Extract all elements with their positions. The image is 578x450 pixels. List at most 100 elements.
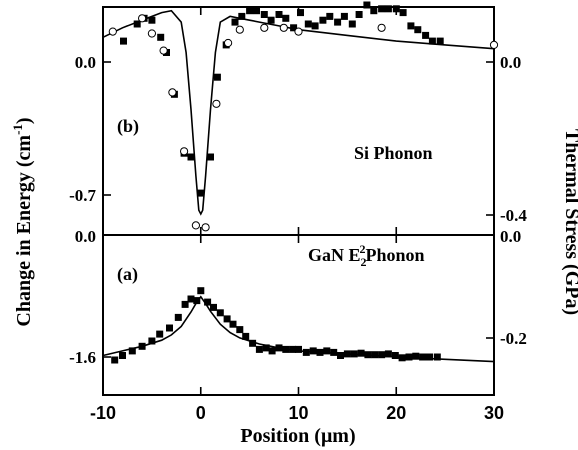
data-point-square: [426, 353, 433, 361]
data-point-circle: [147, 29, 156, 38]
data-point-square: [197, 189, 205, 197]
data-point-square: [253, 7, 260, 15]
panel-a-right-tick-0: 0.0: [500, 227, 521, 246]
data-point-square: [210, 303, 217, 311]
data-point-square: [187, 153, 195, 161]
data-point-square: [133, 20, 141, 28]
data-point-square: [231, 18, 239, 26]
data-point-square: [148, 337, 156, 345]
data-point-square: [309, 347, 317, 355]
data-point-square: [350, 350, 358, 358]
data-point-square: [236, 326, 244, 334]
data-point-square: [370, 7, 378, 15]
panel-b-right-ticks: 0.0 -0.4: [486, 53, 527, 225]
data-point-square: [204, 298, 212, 306]
data-point-square: [363, 1, 371, 9]
panel-b-right-tick-0: 0.0: [500, 53, 521, 72]
data-point-square: [275, 344, 283, 352]
data-point-square: [436, 37, 444, 45]
data-point-circle: [108, 27, 117, 36]
data-point-square: [157, 33, 165, 41]
data-point-square: [371, 351, 379, 359]
data-point-square: [166, 324, 173, 332]
panel-a-left-tick-1: -1.6: [69, 348, 96, 367]
x-axis-ticks: -10 0 10 20 30: [90, 7, 504, 423]
data-point-circle: [201, 223, 210, 232]
data-point-square: [405, 353, 413, 361]
data-point-square: [262, 344, 270, 352]
data-point-square: [128, 347, 136, 355]
panel-b-series-label: Si Phonon: [354, 143, 433, 163]
data-point-square: [275, 11, 283, 18]
data-point-square: [414, 26, 422, 34]
panel-b-left-ticks: 0.0 -0.7: [69, 53, 111, 205]
x-tick-label: 0: [196, 403, 206, 423]
data-point-circle: [294, 27, 303, 36]
data-point-square: [197, 287, 205, 295]
x-tick-label: 30: [484, 403, 504, 423]
data-point-square: [407, 22, 415, 30]
panel-a-series-label: GaN E22Phonon: [308, 242, 425, 269]
data-point-square: [213, 73, 221, 81]
data-point-circle: [191, 221, 200, 230]
data-point-square: [326, 12, 334, 20]
data-point-square: [267, 16, 275, 24]
data-point-square: [340, 12, 348, 20]
data-point-square: [229, 320, 237, 328]
data-point-square: [187, 295, 195, 303]
panel-a-right-tick-1: -0.2: [500, 329, 527, 348]
x-tick-label: 10: [288, 403, 308, 423]
data-point-circle: [159, 46, 168, 55]
panel-a-plot: [102, 287, 495, 364]
data-point-square: [242, 332, 250, 340]
x-tick-label: -10: [90, 403, 116, 423]
panel-b-label: (b): [117, 116, 139, 137]
data-point-square: [111, 356, 119, 364]
data-point-square: [156, 330, 164, 338]
data-point-square: [223, 315, 231, 323]
data-point-square: [334, 18, 342, 26]
data-point-circle: [212, 99, 221, 108]
data-point-square: [148, 16, 156, 24]
data-point-circle: [489, 40, 499, 50]
data-point-square: [384, 5, 392, 13]
left-axis-title: Change in Energy (cm-1): [10, 117, 35, 326]
data-point-square: [193, 297, 201, 305]
data-point-square: [355, 11, 363, 18]
data-point-square: [119, 352, 126, 359]
data-point-square: [337, 352, 344, 359]
x-axis-title: Position (μm): [240, 425, 355, 447]
data-point-square: [268, 347, 276, 355]
right-axis-title: Thermal Stress (GPa): [561, 129, 578, 315]
data-point-square: [238, 12, 246, 20]
data-point-square: [304, 20, 312, 28]
data-point-square: [138, 342, 146, 350]
panel-a-frame: [102, 234, 495, 396]
panel-a-right-ticks: 0.0 -0.2: [486, 227, 527, 348]
data-point-square: [255, 345, 263, 353]
data-point-square: [311, 22, 319, 30]
panel-a-label: (a): [117, 264, 138, 285]
data-point-square: [181, 300, 189, 308]
panel-b-left-tick-1: -0.7: [69, 186, 96, 205]
data-point-square: [419, 353, 427, 361]
data-point-circle: [260, 23, 269, 32]
data-point-square: [428, 37, 436, 45]
data-point-square: [323, 347, 331, 355]
data-point-square: [364, 351, 372, 359]
data-point-square: [246, 7, 254, 15]
data-point-square: [399, 9, 407, 17]
data-point-circle: [235, 25, 244, 34]
data-point-square: [357, 349, 365, 357]
data-point-square: [316, 348, 324, 356]
data-point-circle: [279, 23, 288, 32]
data-point-circle: [180, 147, 189, 156]
data-point-square: [207, 153, 214, 161]
panel-b-left-tick-0: 0.0: [75, 53, 96, 72]
panel-a-left-tick-0: 0.0: [75, 227, 96, 246]
x-tick-label: 20: [386, 403, 406, 423]
data-point-square: [289, 345, 297, 353]
data-point-square: [412, 352, 420, 360]
data-point-square: [319, 16, 327, 24]
